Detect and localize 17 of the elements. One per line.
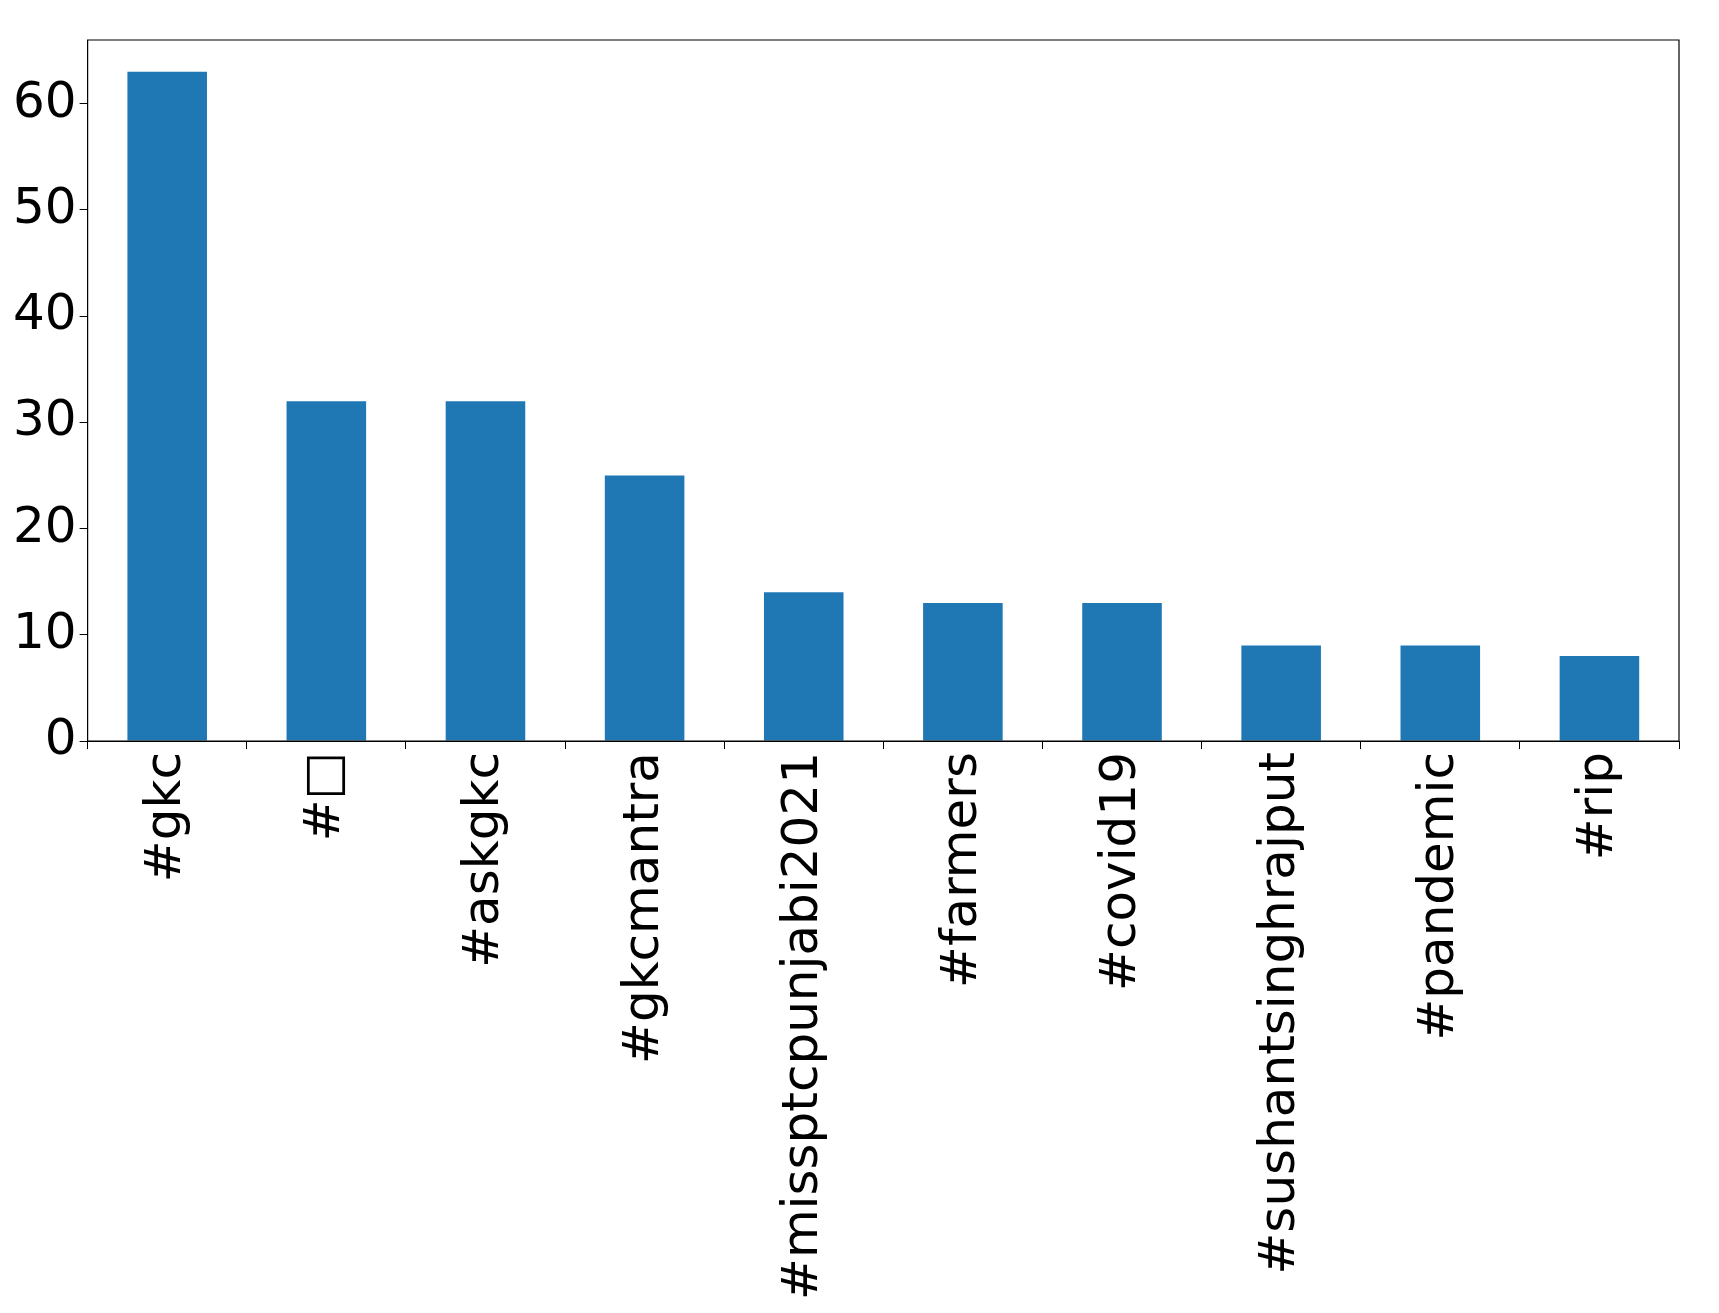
x-tick-label: #gkcmantra: [611, 752, 670, 1064]
x-tick-label: #covid19: [1089, 752, 1147, 991]
y-tick-label: 60: [13, 70, 77, 129]
y-tick-label: 20: [13, 495, 77, 554]
y-tick-label: 10: [13, 601, 77, 660]
y-tick-label: 30: [13, 389, 77, 448]
x-tick-label: #askgkc: [452, 752, 511, 968]
y-tick-label: 40: [13, 283, 77, 342]
x-tick-label: #missptcpunjabi2021: [770, 752, 829, 1300]
x-tick-label: #□: [293, 752, 352, 842]
x-tick-label: #pandemic: [1407, 752, 1466, 1041]
x-tick-label: #gkc: [134, 752, 193, 883]
x-tick-label: #farmers: [929, 752, 988, 988]
y-tick-label: 0: [44, 708, 77, 767]
x-tick-label: #sushantsinghrajput: [1248, 752, 1307, 1275]
x-tick-label: #rip: [1566, 752, 1625, 861]
y-tick-label: 50: [13, 176, 77, 235]
